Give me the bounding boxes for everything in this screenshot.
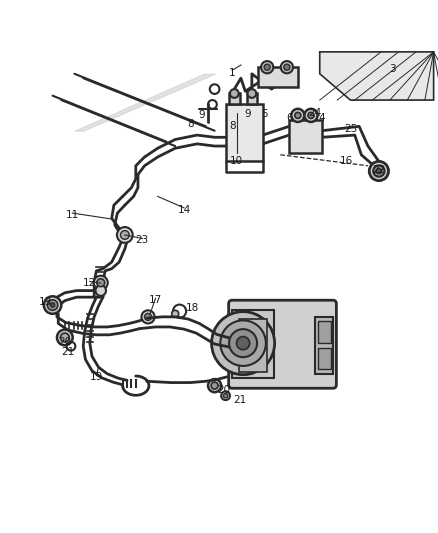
Circle shape bbox=[94, 276, 108, 290]
Text: 21: 21 bbox=[61, 347, 74, 357]
Text: 9: 9 bbox=[198, 110, 205, 120]
Text: 17: 17 bbox=[149, 295, 162, 305]
Bar bbox=[258, 67, 298, 87]
Circle shape bbox=[291, 109, 304, 122]
Circle shape bbox=[97, 279, 105, 287]
Text: 16: 16 bbox=[339, 156, 353, 166]
Circle shape bbox=[284, 64, 290, 70]
Circle shape bbox=[304, 109, 318, 122]
Circle shape bbox=[373, 165, 385, 177]
Text: 14: 14 bbox=[177, 205, 191, 215]
Text: 25: 25 bbox=[344, 124, 357, 134]
Circle shape bbox=[369, 161, 389, 181]
Circle shape bbox=[376, 168, 381, 174]
Circle shape bbox=[247, 89, 256, 98]
Circle shape bbox=[145, 313, 152, 320]
Circle shape bbox=[281, 61, 293, 74]
Bar bbox=[315, 317, 333, 374]
Text: 12: 12 bbox=[83, 278, 96, 288]
Text: 20: 20 bbox=[58, 337, 71, 347]
Circle shape bbox=[172, 310, 179, 317]
Text: 18: 18 bbox=[186, 303, 199, 313]
Circle shape bbox=[50, 303, 55, 307]
Circle shape bbox=[223, 393, 228, 398]
Circle shape bbox=[47, 300, 58, 310]
FancyBboxPatch shape bbox=[229, 300, 336, 388]
Text: 23: 23 bbox=[136, 235, 149, 245]
Circle shape bbox=[208, 379, 221, 392]
Circle shape bbox=[295, 112, 301, 118]
Text: 13: 13 bbox=[39, 297, 52, 308]
Circle shape bbox=[95, 285, 106, 296]
Bar bbox=[232, 310, 274, 378]
Text: 19: 19 bbox=[90, 372, 103, 382]
Text: 11: 11 bbox=[66, 210, 79, 220]
Text: 8: 8 bbox=[187, 119, 194, 129]
Bar bbox=[239, 319, 267, 372]
Text: 5: 5 bbox=[261, 109, 268, 119]
Text: 24: 24 bbox=[309, 108, 322, 118]
Circle shape bbox=[212, 312, 275, 375]
Circle shape bbox=[229, 329, 257, 357]
Circle shape bbox=[261, 61, 273, 74]
Polygon shape bbox=[320, 52, 434, 100]
Circle shape bbox=[60, 333, 69, 342]
Text: 22: 22 bbox=[372, 165, 385, 175]
Circle shape bbox=[230, 89, 239, 98]
Circle shape bbox=[237, 336, 250, 350]
Circle shape bbox=[57, 329, 73, 345]
Circle shape bbox=[117, 227, 133, 243]
Bar bbox=[229, 93, 240, 104]
Circle shape bbox=[211, 382, 218, 389]
Text: 6: 6 bbox=[286, 112, 293, 123]
Bar bbox=[226, 104, 263, 161]
Text: 8: 8 bbox=[229, 122, 236, 131]
Bar bbox=[318, 321, 331, 343]
Circle shape bbox=[120, 231, 129, 239]
Text: 9: 9 bbox=[244, 109, 251, 119]
Text: 1: 1 bbox=[229, 68, 236, 78]
Bar bbox=[289, 120, 322, 152]
Circle shape bbox=[264, 64, 270, 70]
Text: 3: 3 bbox=[389, 64, 396, 75]
Text: 10: 10 bbox=[230, 156, 243, 166]
Text: 20: 20 bbox=[217, 385, 230, 395]
Text: 4: 4 bbox=[318, 112, 325, 123]
Circle shape bbox=[220, 320, 266, 366]
Bar bbox=[247, 93, 257, 104]
Circle shape bbox=[141, 310, 155, 324]
Bar bbox=[318, 348, 331, 369]
Text: 21: 21 bbox=[233, 394, 247, 405]
Circle shape bbox=[44, 296, 61, 314]
Circle shape bbox=[308, 112, 314, 118]
